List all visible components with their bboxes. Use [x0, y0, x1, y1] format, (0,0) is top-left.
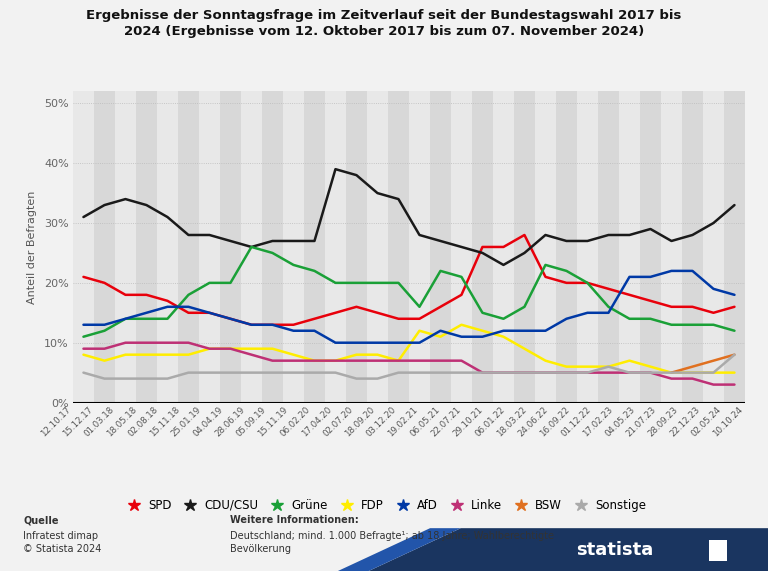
Bar [619, 91, 640, 403]
Bar [514, 91, 535, 403]
Text: 18.05.18: 18.05.18 [104, 405, 138, 439]
Text: 19.02.21: 19.02.21 [386, 405, 420, 439]
Text: 02.07.20: 02.07.20 [321, 405, 355, 439]
Text: 01.03.18: 01.03.18 [83, 405, 116, 439]
Bar [241, 91, 262, 403]
Bar [409, 91, 430, 403]
Text: 22.07.21: 22.07.21 [430, 405, 463, 439]
Text: Quelle: Quelle [23, 515, 58, 525]
Bar [346, 91, 367, 403]
Bar [535, 91, 556, 403]
Text: 02.08.18: 02.08.18 [126, 405, 160, 439]
Bar [703, 91, 724, 403]
Text: 16.09.22: 16.09.22 [538, 405, 571, 439]
Text: 21.07.23: 21.07.23 [625, 405, 658, 439]
Bar [451, 91, 472, 403]
Text: 15.12.17: 15.12.17 [61, 405, 94, 439]
Bar [178, 91, 199, 403]
Text: Deutschland; mind. 1.000 Befragte¹; ab 18 Jahre; Wahlberechtigte
Bevölkerung: Deutschland; mind. 1.000 Befragte¹; ab 1… [230, 531, 554, 554]
Text: 04.04.19: 04.04.19 [191, 405, 225, 439]
Text: 06.01.22: 06.01.22 [473, 405, 507, 439]
Bar [199, 91, 220, 403]
Bar [682, 91, 703, 403]
Text: 03.12.20: 03.12.20 [365, 405, 398, 439]
Bar [661, 91, 682, 403]
Text: ↗: ↗ [710, 541, 726, 560]
Text: 17.04.20: 17.04.20 [300, 405, 333, 439]
Bar [325, 91, 346, 403]
Bar [136, 91, 157, 403]
Text: 28.06.19: 28.06.19 [213, 405, 247, 439]
Text: 01.12.22: 01.12.22 [560, 405, 593, 439]
Bar [472, 91, 493, 403]
Bar [220, 91, 241, 403]
Text: 18.09.20: 18.09.20 [343, 405, 376, 439]
Bar [73, 91, 94, 403]
Text: 12.10.17: 12.10.17 [39, 405, 73, 439]
Bar [640, 91, 661, 403]
Text: 29.10.21: 29.10.21 [452, 405, 485, 439]
Bar [304, 91, 325, 403]
Text: 17.02.23: 17.02.23 [581, 405, 615, 439]
Text: Weitere Informationen:: Weitere Informationen: [230, 515, 359, 525]
Text: Ergebnisse der Sonntagsfrage im Zeitverlauf seit der Bundestagswahl 2017 bis: Ergebnisse der Sonntagsfrage im Zeitverl… [86, 9, 682, 22]
Bar [94, 91, 115, 403]
Text: statista: statista [576, 541, 653, 560]
Text: 05.09.19: 05.09.19 [235, 405, 268, 439]
Bar [157, 91, 178, 403]
Text: Infratest dimap
© Statista 2024: Infratest dimap © Statista 2024 [23, 531, 101, 554]
Text: 15.11.18: 15.11.18 [148, 405, 181, 439]
Text: 2024 (Ergebnisse vom 12. Oktober 2017 bis zum 07. November 2024): 2024 (Ergebnisse vom 12. Oktober 2017 bi… [124, 25, 644, 38]
Text: 04.05.23: 04.05.23 [603, 405, 637, 439]
Bar [115, 91, 136, 403]
Bar [283, 91, 304, 403]
Text: 18.03.22: 18.03.22 [495, 405, 528, 439]
Bar [577, 91, 598, 403]
Bar [493, 91, 514, 403]
Bar [262, 91, 283, 403]
Y-axis label: Anteil der Befragten: Anteil der Befragten [27, 190, 37, 304]
Text: 25.01.19: 25.01.19 [170, 405, 203, 439]
Text: 06.05.21: 06.05.21 [408, 405, 442, 439]
Polygon shape [369, 528, 768, 571]
Text: 28.09.23: 28.09.23 [647, 405, 680, 439]
Legend: SPD, CDU/CSU, Grüne, FDP, AfD, Linke, BSW, Sonstige: SPD, CDU/CSU, Grüne, FDP, AfD, Linke, BS… [122, 499, 646, 512]
Bar [388, 91, 409, 403]
Bar [367, 91, 388, 403]
Bar [724, 91, 745, 403]
Text: 06.02.20: 06.02.20 [278, 405, 311, 439]
Text: 15.11.19: 15.11.19 [257, 405, 290, 439]
Bar [556, 91, 577, 403]
Text: 10.10.24: 10.10.24 [711, 405, 745, 439]
Text: 24.06.22: 24.06.22 [516, 405, 550, 439]
Polygon shape [338, 528, 461, 571]
Bar [598, 91, 619, 403]
Bar [430, 91, 451, 403]
Text: 02.05.24: 02.05.24 [690, 405, 723, 439]
Text: 22.12.23: 22.12.23 [668, 405, 702, 439]
